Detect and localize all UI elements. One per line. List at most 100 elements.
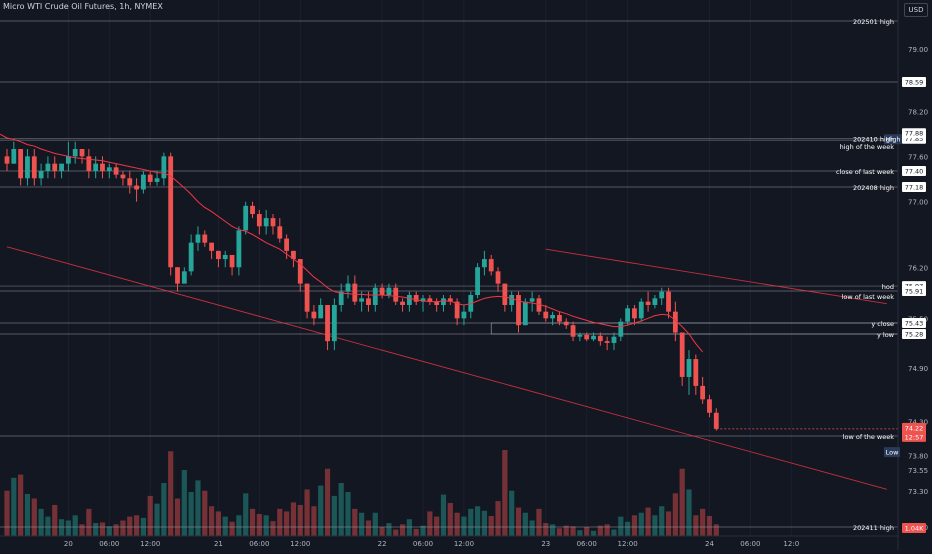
candle-body xyxy=(147,174,153,182)
candle-body xyxy=(277,226,283,239)
volume-bar xyxy=(590,530,597,536)
time-tick-label: 06:00 xyxy=(740,540,760,548)
time-axis[interactable]: 20 06:00 12:00 21 06:00 12:00 22 06:00 12:00 23 06… xyxy=(0,535,898,548)
candle-body xyxy=(291,250,296,260)
volume-bar xyxy=(393,529,399,536)
price-axis[interactable]: 79.0078.2077.6077.0076.2075.5074.9074.30… xyxy=(884,0,932,550)
level-label: y close xyxy=(871,320,894,328)
candles-layer xyxy=(4,141,719,431)
volume-bar xyxy=(488,515,494,536)
level-price-badge-text: 78.59 xyxy=(905,79,924,87)
candle-body xyxy=(591,335,596,340)
candle-body xyxy=(386,287,392,295)
volume-bar xyxy=(249,508,256,536)
volume-bar xyxy=(502,450,508,536)
level-price-badge-text: 77.88 xyxy=(905,130,924,138)
volume-bar xyxy=(693,515,699,536)
volume-bar xyxy=(386,523,392,536)
price-tick-label: 73.80 xyxy=(908,453,928,461)
volume-value-badge-text: 1.04K xyxy=(905,525,924,533)
volume-bar xyxy=(474,506,481,536)
candle-body xyxy=(100,163,105,171)
volume-bar xyxy=(461,516,467,536)
moving-average-line xyxy=(6,137,704,353)
candle-body xyxy=(216,250,221,260)
candle-body xyxy=(372,287,378,305)
volume-bar xyxy=(222,516,228,536)
candle-body xyxy=(263,218,269,227)
candle-body xyxy=(509,295,515,305)
level-label: y low xyxy=(877,331,895,339)
candle-body xyxy=(700,385,706,400)
volume-bar xyxy=(18,474,24,536)
level-label: close of last week xyxy=(836,168,894,176)
candle-body xyxy=(666,291,671,312)
candle-body xyxy=(461,311,467,319)
volume-bar xyxy=(38,508,44,536)
candle-body xyxy=(229,254,235,268)
candle-body xyxy=(652,298,658,305)
volume-bar xyxy=(536,508,542,536)
currency-button[interactable]: USD xyxy=(904,3,928,17)
candle-body xyxy=(325,305,330,342)
volume-bar xyxy=(659,506,665,536)
candle-body xyxy=(570,325,576,337)
volume-bar xyxy=(618,516,624,536)
candle-body xyxy=(475,267,480,295)
volume-bar xyxy=(113,524,119,536)
time-tick-label: 24 xyxy=(705,540,714,548)
volume-bar xyxy=(625,521,631,536)
candle-body xyxy=(536,298,542,312)
candle-body xyxy=(522,301,528,326)
volume-bar xyxy=(399,524,406,536)
level-price-badge-text: 75.43 xyxy=(905,320,924,328)
volume-bar xyxy=(652,515,658,536)
countdown-badge xyxy=(902,431,926,442)
candle-body xyxy=(529,298,535,302)
candle-body xyxy=(65,156,71,164)
candle-body xyxy=(625,308,631,322)
level-label: 202408 high xyxy=(853,184,894,192)
volume-bar xyxy=(420,525,426,536)
moving-average-layer xyxy=(0,133,704,353)
trendline[interactable] xyxy=(6,246,887,490)
candle-body xyxy=(318,305,324,319)
volume-bar xyxy=(413,528,419,536)
volume-bar xyxy=(154,503,160,536)
level-price-badge xyxy=(902,286,926,296)
candle-body xyxy=(345,283,351,292)
trendline-layer[interactable] xyxy=(6,246,887,490)
current-price-badge-text: 74.22 xyxy=(905,424,924,432)
price-tick-label: 78.20 xyxy=(908,109,928,117)
volume-bar xyxy=(161,482,167,536)
time-tick-label: 12:00 xyxy=(140,540,160,548)
volume-bar xyxy=(79,524,85,536)
volume-bar xyxy=(638,512,644,536)
volume-bar xyxy=(229,521,235,536)
level-price-badge xyxy=(902,182,926,192)
volume-bar xyxy=(468,508,474,536)
volume-bar xyxy=(700,508,706,536)
volume-bar xyxy=(120,520,126,536)
level-price-badge-text: 77.40 xyxy=(905,168,924,176)
candle-body xyxy=(550,315,555,319)
volume-bar xyxy=(509,490,515,536)
volume-bar xyxy=(147,495,153,536)
candle-body xyxy=(236,230,242,268)
trendline[interactable] xyxy=(545,248,887,305)
volume-bar xyxy=(31,498,37,536)
time-tick-label: 06:00 xyxy=(249,540,269,548)
candle-body xyxy=(618,321,624,337)
volume-bar xyxy=(543,523,549,536)
candle-body xyxy=(38,171,44,179)
candle-body xyxy=(256,214,262,227)
candle-body xyxy=(195,234,201,243)
candle-body xyxy=(52,163,58,171)
volume-bar xyxy=(597,525,603,536)
volume-bar xyxy=(604,524,610,536)
candle-body xyxy=(611,336,617,343)
candle-body xyxy=(379,287,385,295)
volume-bar xyxy=(447,503,453,536)
